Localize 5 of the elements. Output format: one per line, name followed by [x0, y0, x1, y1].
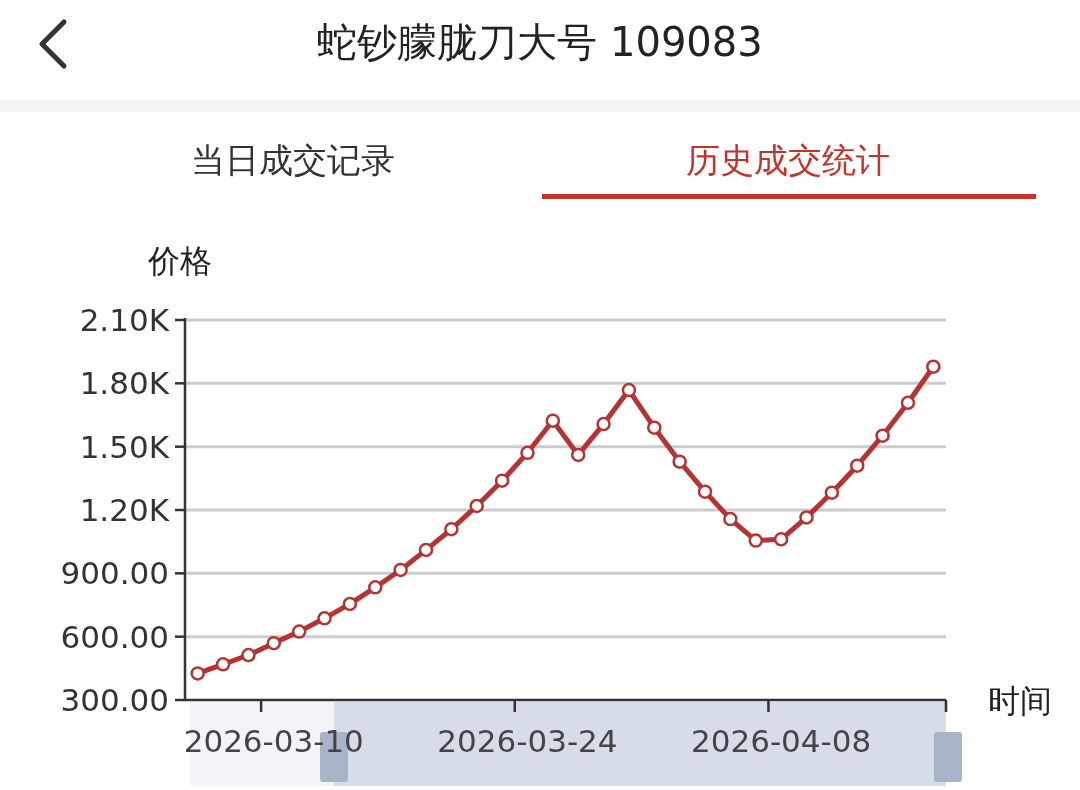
annotation: 历史成交统计 [686, 140, 890, 180]
xlabel: 时间 [988, 682, 1052, 720]
ylabel: 价格 [148, 242, 212, 280]
annotation: 当日成交记录 [191, 140, 395, 180]
title: 蛇钞朦胧刀大号 109083 [317, 19, 763, 65]
